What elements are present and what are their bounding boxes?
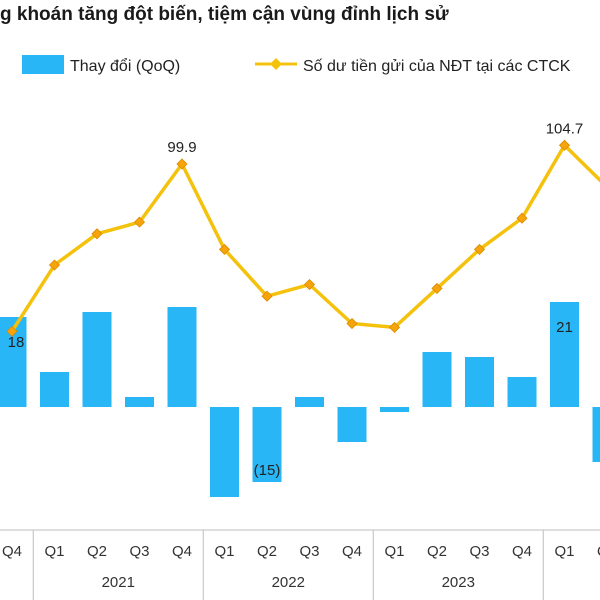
chart-title: g khoán tăng đột biến, tiệm cận vùng đỉn… [0,4,449,25]
legend-marker-line [270,58,282,70]
bar-data-label-0: 18 [8,334,25,351]
x-tick-label-4: Q4 [172,543,192,560]
line-point-8 [346,317,358,330]
bar-3 [125,397,154,407]
line-point-6 [261,290,273,302]
x-tick-label-8: Q4 [342,543,362,560]
line-series [6,139,600,337]
bar-11 [465,357,494,407]
line-point-5 [218,243,231,255]
data-labels: 18 (15) 21 99.9 104.7 [8,120,584,479]
line-point-7 [303,278,316,291]
line-point-3 [133,216,146,228]
bar-7 [295,397,324,407]
legend-label-line: Số dư tiền gửi của NĐT tại các CTCK [303,58,571,75]
x-axis: Q4 Q1 Q2 Q3 Q4 Q1 Q2 Q3 Q4 Q1 Q2 Q3 Q4 Q1 Q2 2021 2022 20… [0,529,600,600]
x-tick-label-11: Q3 [469,543,489,560]
x-tick-label-2: Q2 [87,543,107,560]
line-point-9 [388,321,401,333]
x-tick-label-9: Q1 [384,543,404,560]
chart-legend: Thay đổi (QoQ) Số dư tiền gửi của NĐT tại… [22,55,571,75]
bar-8 [337,407,367,442]
bar-13 [550,302,579,407]
line-point-0 [6,325,18,337]
line-point-2 [91,228,103,240]
bar-6 [252,407,282,482]
x-tick-label-6: Q2 [257,543,277,560]
bar-14 [592,407,600,462]
bar-12 [507,377,537,407]
year-label-2021: 2021 [102,574,135,591]
bar-1 [40,372,69,407]
bar-data-label-13: 21 [556,319,573,336]
line-point-1 [48,259,61,271]
year-label-2023: 2023 [442,574,475,591]
legend-label-bars: Thay đổi (QoQ) [70,57,180,75]
x-tick-label-1: Q1 [44,543,64,560]
x-tick-label-13: Q1 [554,543,574,560]
x-tick-label-10: Q2 [427,543,447,560]
bar-5 [210,407,239,497]
line-point-10 [431,282,443,294]
x-tick-label-14: Q2 [597,543,600,560]
x-tick-label-7: Q3 [299,543,319,560]
x-tick-label-3: Q3 [129,543,149,560]
year-label-2022: 2022 [272,574,305,591]
line-point-4 [176,158,188,170]
bar-4 [167,307,197,407]
line-point-13 [558,139,571,151]
line-data-label-4: 99.9 [167,139,196,156]
line-point-12 [516,212,528,224]
bar-data-label-6: (15) [254,462,281,479]
bar-2 [82,312,112,407]
line-data-label-13: 104.7 [546,120,584,137]
x-tick-label-12: Q4 [512,543,532,560]
bar-9 [380,407,409,412]
line-point-11 [473,243,486,255]
x-tick-label-0: Q4 [2,543,22,560]
bar-10 [422,352,452,407]
x-tick-label-5: Q1 [214,543,234,560]
bar-series [0,302,600,497]
line-path [10,143,600,333]
legend-swatch-bars [22,55,64,74]
